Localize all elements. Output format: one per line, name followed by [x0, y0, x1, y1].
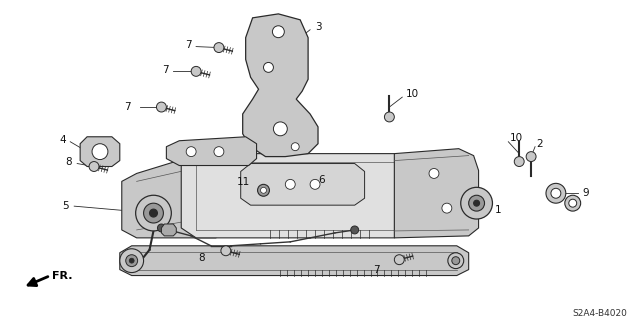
Circle shape [442, 203, 452, 213]
Text: 1: 1 [495, 205, 502, 215]
Text: 8: 8 [65, 156, 72, 166]
Circle shape [285, 180, 295, 189]
Text: 11: 11 [237, 177, 250, 188]
Text: 9: 9 [582, 188, 589, 198]
Polygon shape [394, 149, 479, 238]
Circle shape [186, 147, 196, 156]
Text: 7: 7 [124, 102, 131, 112]
Text: 7: 7 [162, 65, 169, 76]
Polygon shape [120, 246, 468, 276]
Circle shape [394, 255, 404, 265]
Circle shape [448, 253, 464, 268]
Text: 7: 7 [185, 40, 191, 50]
Circle shape [120, 249, 143, 273]
Circle shape [351, 226, 358, 234]
Text: 3: 3 [315, 22, 321, 32]
Circle shape [291, 143, 299, 151]
Text: 6: 6 [319, 175, 325, 185]
Circle shape [515, 156, 524, 166]
Circle shape [551, 188, 561, 198]
Circle shape [92, 144, 108, 160]
Circle shape [474, 200, 479, 206]
Circle shape [385, 112, 394, 122]
Circle shape [273, 26, 284, 38]
Circle shape [569, 199, 577, 207]
Circle shape [310, 180, 320, 189]
Circle shape [150, 209, 157, 217]
Polygon shape [161, 224, 176, 236]
Circle shape [264, 62, 273, 72]
Circle shape [136, 195, 172, 231]
Circle shape [452, 257, 460, 265]
Circle shape [157, 224, 165, 232]
Polygon shape [122, 154, 221, 238]
Text: 5: 5 [62, 201, 68, 211]
Text: 2: 2 [537, 139, 543, 149]
Circle shape [156, 102, 166, 112]
Circle shape [143, 203, 163, 223]
Circle shape [565, 195, 580, 211]
Polygon shape [181, 154, 409, 238]
Bar [305, 181, 337, 213]
Text: S2A4-B4020: S2A4-B4020 [572, 309, 627, 318]
Polygon shape [243, 14, 318, 156]
Text: 8: 8 [198, 253, 204, 263]
Circle shape [260, 187, 266, 193]
Circle shape [214, 147, 224, 156]
Polygon shape [166, 137, 257, 165]
Polygon shape [80, 137, 120, 166]
Circle shape [468, 195, 484, 211]
Circle shape [461, 187, 492, 219]
Circle shape [257, 184, 269, 196]
Text: 10: 10 [406, 89, 419, 99]
Text: 10: 10 [509, 133, 523, 143]
Circle shape [129, 258, 134, 263]
Text: FR.: FR. [52, 270, 73, 281]
Circle shape [191, 67, 201, 76]
Circle shape [221, 246, 231, 256]
Circle shape [214, 43, 224, 52]
Circle shape [429, 169, 439, 179]
Circle shape [273, 122, 287, 136]
Circle shape [546, 183, 566, 203]
Text: 7: 7 [373, 265, 380, 275]
Circle shape [89, 162, 99, 172]
Circle shape [526, 152, 536, 162]
Text: 4: 4 [59, 135, 66, 145]
Polygon shape [241, 164, 365, 205]
Circle shape [125, 255, 138, 267]
